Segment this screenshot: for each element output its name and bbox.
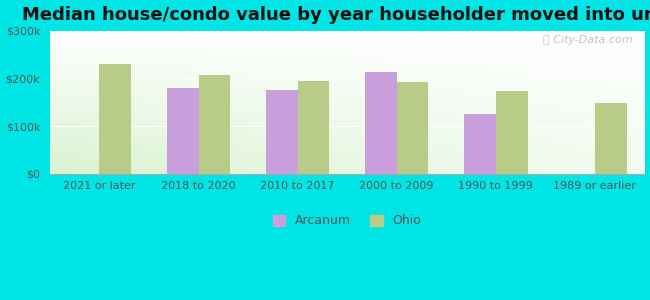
- Bar: [198, 75, 230, 174]
- Bar: [167, 88, 198, 174]
- Bar: [266, 90, 298, 174]
- Bar: [595, 103, 627, 174]
- Legend: Arcanum, Ohio: Arcanum, Ohio: [273, 214, 421, 227]
- Bar: [99, 64, 131, 174]
- Text: Ⓣ City-Data.com: Ⓣ City-Data.com: [543, 35, 632, 45]
- Bar: [464, 114, 496, 174]
- Bar: [496, 91, 528, 174]
- Bar: [298, 81, 330, 174]
- Bar: [365, 72, 396, 174]
- Bar: [396, 82, 428, 174]
- Title: Median house/condo value by year householder moved into unit: Median house/condo value by year househo…: [23, 6, 650, 24]
